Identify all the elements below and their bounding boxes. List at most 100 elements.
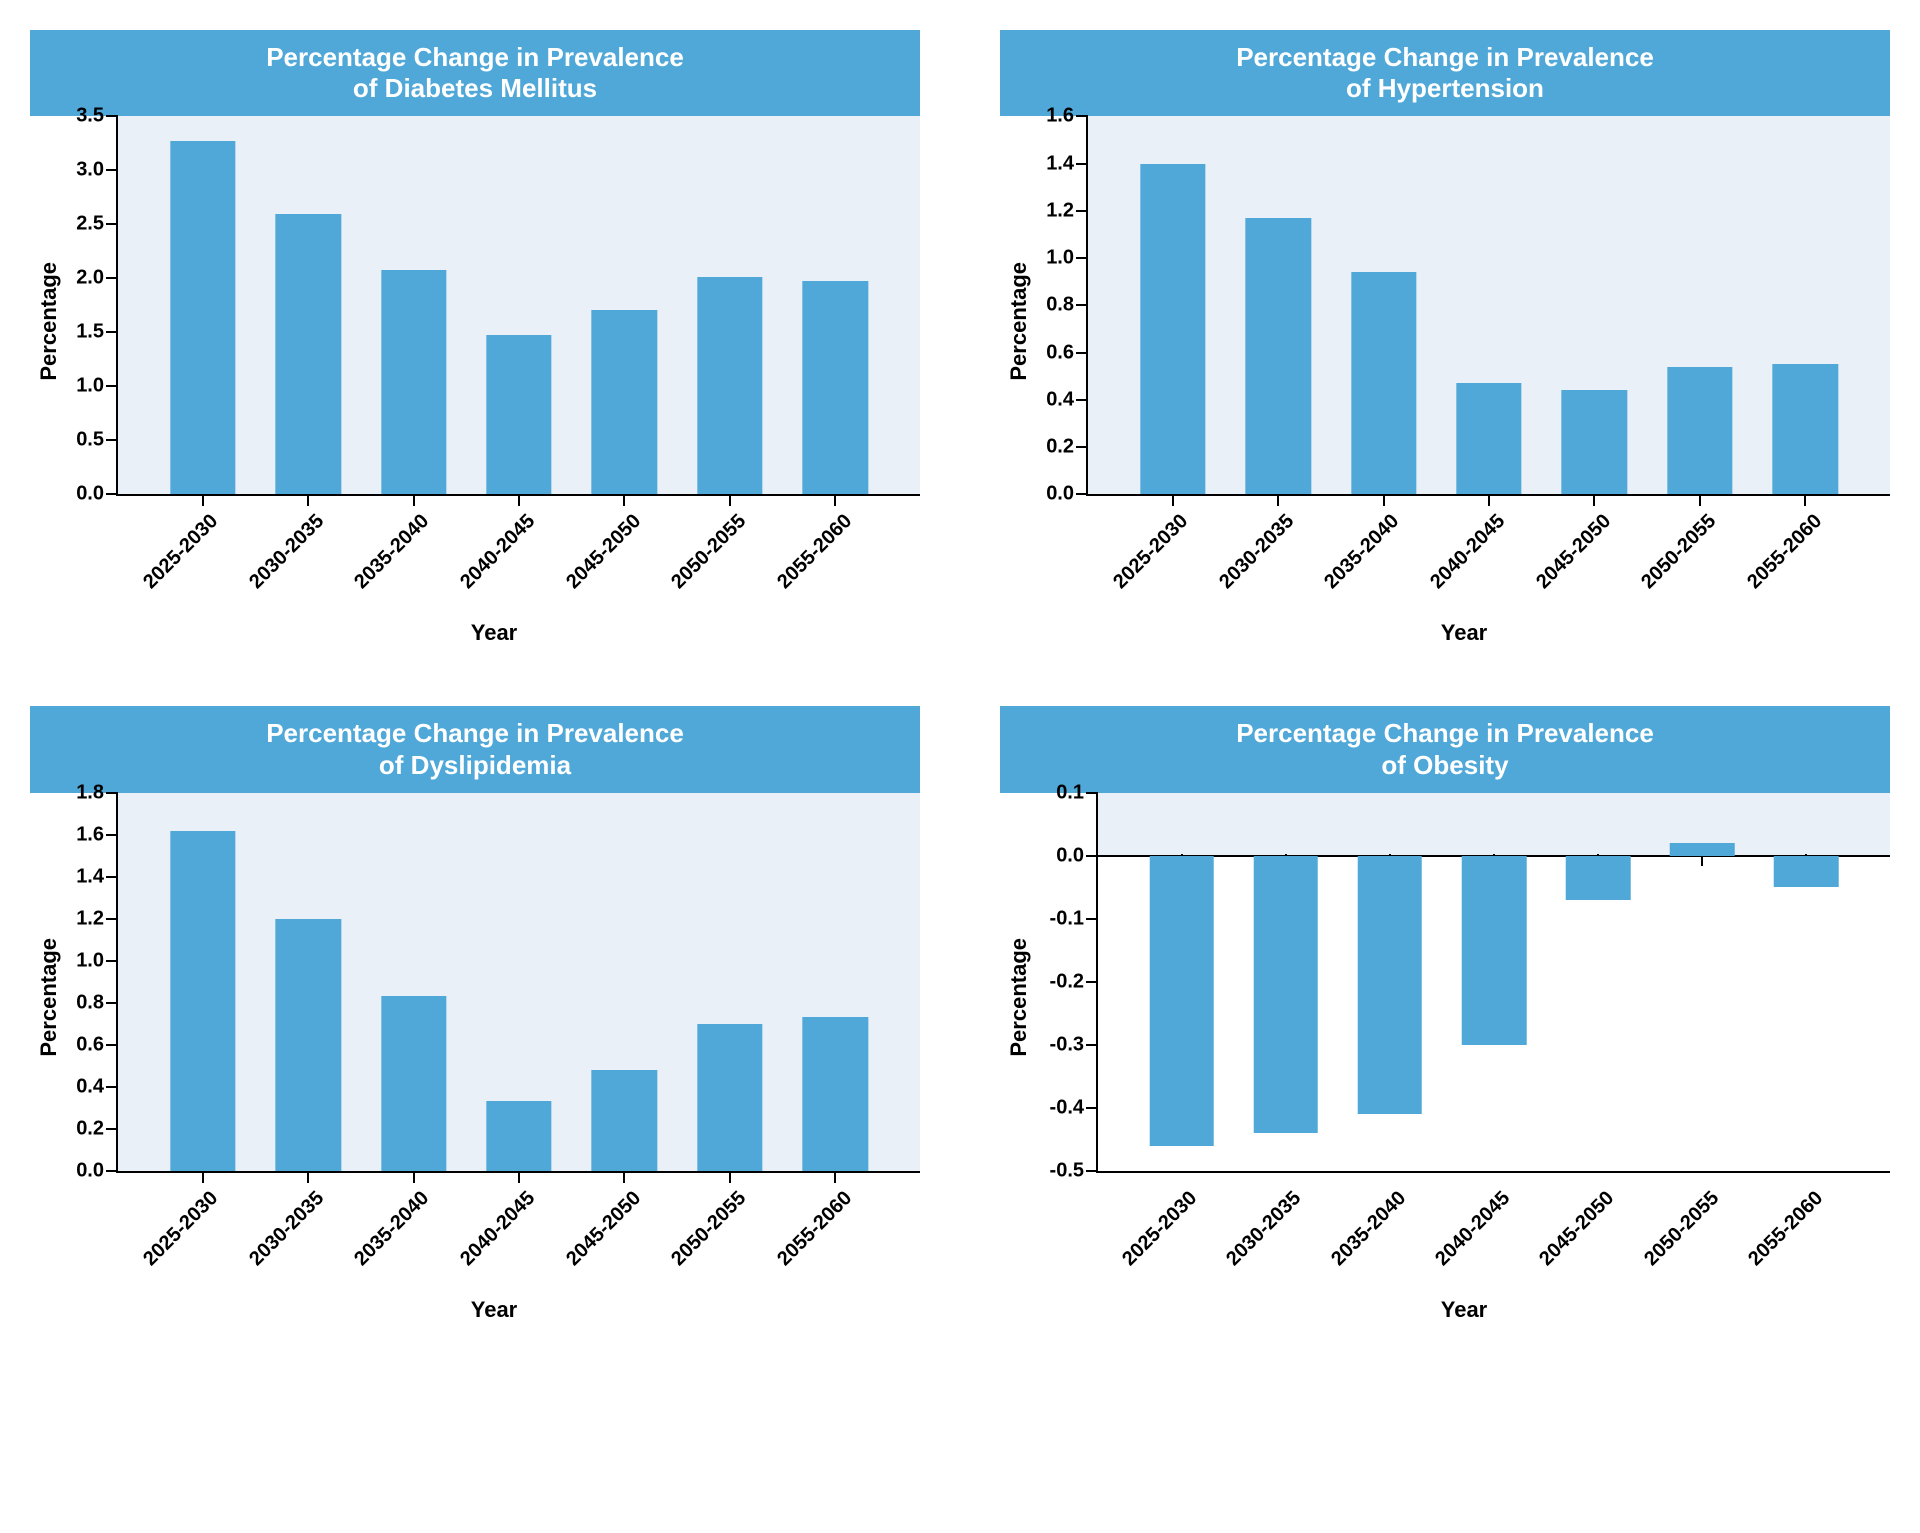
y-tick-label: -0.5: [1050, 1159, 1098, 1182]
bar: [1149, 856, 1214, 1146]
bar-slot: [1120, 116, 1225, 494]
chart-panel-hypertension: Percentage Change in Prevalence of Hyper…: [1000, 30, 1890, 646]
y-tick-label: 0.1: [1056, 781, 1098, 804]
bar: [1774, 856, 1839, 888]
x-tick-label: 2035-2040: [1327, 1187, 1411, 1271]
x-axis-label: Year: [68, 620, 920, 646]
y-tick-label: 2.0: [76, 267, 118, 290]
x-tick-label: 2030-2035: [245, 1187, 329, 1271]
y-tick-label: 1.4: [76, 865, 118, 888]
x-tick-label: 2030-2035: [1215, 510, 1299, 594]
bars: [1088, 116, 1890, 494]
x-tick-label: 2035-2040: [1320, 510, 1404, 594]
bar-slot: [361, 116, 466, 494]
bar: [1456, 383, 1521, 494]
bar-slot: [1130, 793, 1234, 1171]
x-labels-row: 2025-20302030-20352035-20402040-20452045…: [116, 1173, 920, 1293]
y-tick-label: 1.5: [76, 321, 118, 344]
x-tick-label: 2025-2030: [139, 510, 223, 594]
y-tick-label: -0.2: [1050, 970, 1098, 993]
y-tick-label: -0.4: [1050, 1096, 1098, 1119]
x-labels-row: 2025-2030 2030-20352035-2040 2040-2045 2045…: [116, 496, 920, 616]
bar-slot: [1331, 116, 1436, 494]
x-tick-label: 2050-2055: [667, 1187, 751, 1271]
x-tick-label: 2045-2050: [1532, 510, 1616, 594]
x-tick-label: 2055-2060: [773, 1187, 857, 1271]
x-tick-label: 2045-2050: [562, 510, 646, 594]
bar-slot: [1225, 116, 1330, 494]
chart-panel-dyslipidemia: Percentage Change in Prevalence of Dysli…: [30, 706, 920, 1322]
plot-area: -0.5-0.4-0.3-0.2-0.10.00.1: [1096, 793, 1890, 1173]
y-axis-label: Percentage: [30, 938, 68, 1057]
bar: [381, 996, 446, 1170]
y-tick-label: 0.0: [1056, 844, 1098, 867]
y-tick-label: 0.5: [76, 429, 118, 452]
y-tick-label: 0.2: [1046, 436, 1088, 459]
x-tick-label: 2025-2030: [1118, 1187, 1202, 1271]
bar-slot: [1436, 116, 1541, 494]
bar-slot: [466, 116, 571, 494]
x-tick-label: 2030-2035: [245, 510, 329, 594]
plot-area: 0.00.20.40.60.81.01.21.41.6: [1086, 116, 1890, 496]
bar: [592, 310, 657, 495]
bar-slot: [1542, 116, 1647, 494]
x-tick-label: 2050-2055: [1640, 1187, 1724, 1271]
bar-slot: [677, 793, 782, 1171]
x-tick-label: 2050-2055: [1637, 510, 1721, 594]
x-tick-label: 2025-2030: [1109, 510, 1193, 594]
bar-slot: [677, 116, 782, 494]
x-tick-label: 2040-2045: [1431, 1187, 1515, 1271]
bar: [1140, 164, 1205, 495]
bar-slot: [1234, 793, 1338, 1171]
y-axis-label: Percentage: [1000, 938, 1038, 1057]
x-labels-row: 2025-2030 2030-20352035-2040 2040-2045 2045…: [1086, 496, 1890, 616]
y-tick-label: 1.6: [1046, 105, 1088, 128]
x-tick-label: 2030-2035: [1222, 1187, 1306, 1271]
bar-slot: [783, 793, 888, 1171]
bar-slot: [361, 793, 466, 1171]
bar: [1566, 856, 1631, 900]
x-tick-label: 2040-2045: [1426, 510, 1510, 594]
y-tick-label: 0.0: [76, 483, 118, 506]
x-tick-label: 2050-2055: [667, 510, 751, 594]
y-tick-label: 1.0: [1046, 247, 1088, 270]
y-tick-label: -0.3: [1050, 1033, 1098, 1056]
bars: [118, 116, 920, 494]
bar-slot: [572, 793, 677, 1171]
chart-title: Percentage Change in Prevalence of Obesi…: [1000, 706, 1890, 792]
x-tick-label: 2040-2045: [456, 1187, 540, 1271]
x-tick-label: 2040-2045: [456, 510, 540, 594]
bar: [1667, 367, 1732, 495]
bar: [1254, 856, 1319, 1133]
bar-slot: [1338, 793, 1442, 1171]
y-axis-label: Percentage: [30, 262, 68, 381]
chart-title: Percentage Change in Prevalence of Dysli…: [30, 706, 920, 792]
bar-slot: [255, 116, 360, 494]
y-tick-label: 0.8: [1046, 294, 1088, 317]
bar: [1351, 272, 1416, 494]
bar: [697, 277, 762, 494]
x-tick-label: 2045-2050: [562, 1187, 646, 1271]
x-axis-label: Year: [68, 1297, 920, 1323]
bar: [170, 141, 235, 494]
y-tick-label: 1.4: [1046, 152, 1088, 175]
y-tick-label: 1.2: [76, 907, 118, 930]
bars: [118, 793, 920, 1171]
bar-slot: [1647, 116, 1752, 494]
bar: [170, 831, 235, 1171]
x-axis-label: Year: [1038, 1297, 1890, 1323]
y-tick-label: 0.0: [1046, 483, 1088, 506]
y-tick-label: 0.6: [76, 1033, 118, 1056]
chart-panel-obesity: Percentage Change in Prevalence of Obesi…: [1000, 706, 1890, 1322]
y-tick-label: 1.2: [1046, 199, 1088, 222]
x-axis-label: Year: [1038, 620, 1890, 646]
plot-area: 0.00.20.40.60.81.01.21.41.61.8: [116, 793, 920, 1173]
y-axis-label: Percentage: [1000, 262, 1038, 381]
bar-slot: [1650, 793, 1754, 1171]
bar: [276, 919, 341, 1171]
bar-slot: [255, 793, 360, 1171]
x-tick-label: 2035-2040: [350, 510, 434, 594]
bar: [381, 270, 446, 495]
plot-area: 0.00.51.01.52.02.53.03.5: [116, 116, 920, 496]
bar: [1462, 856, 1527, 1045]
